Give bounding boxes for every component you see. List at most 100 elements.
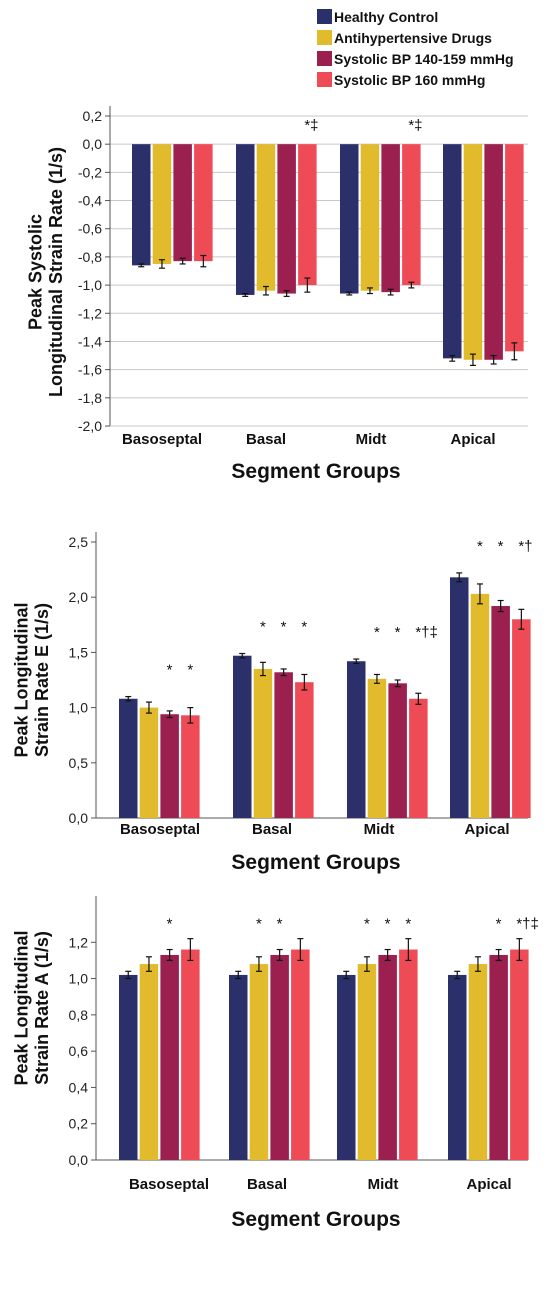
bar-2-2-3	[399, 949, 418, 1160]
bar-0-1-3	[298, 144, 317, 286]
significance-1-9: *	[498, 538, 504, 555]
y-tick-label-0: 0,0	[69, 810, 89, 826]
significance-0-0: *‡	[304, 117, 318, 134]
bar-1-3-0	[450, 577, 469, 818]
error-bar-1-0-2	[166, 710, 173, 719]
bar-0-0-0	[132, 144, 151, 266]
significance-2-6: *	[496, 916, 502, 933]
error-bar-0-2-2	[387, 288, 394, 296]
bar-0-3-1	[463, 144, 483, 360]
error-bar-1-3-0	[456, 572, 463, 583]
significance-1-0: *	[167, 662, 173, 679]
y-tick-label-2: 1,0	[69, 700, 89, 716]
error-bar-2-0-3	[187, 938, 194, 962]
y-tick-label-6: 1,2	[69, 934, 89, 950]
bar-1-3-2	[491, 606, 510, 818]
category-label-1: Basal	[247, 1176, 287, 1193]
y-tick-label-9: -1,6	[78, 362, 102, 378]
error-bar-0-0-2	[179, 257, 186, 265]
significance-1-8: *	[477, 538, 483, 555]
legend-label-2: Systolic BP 140-159 mmHg	[334, 51, 514, 67]
error-bar-2-0-0	[125, 970, 132, 980]
legend: Healthy Control Antihypertensive Drugs Sys…	[317, 9, 514, 88]
y-tick-label-3: 0,6	[69, 1043, 89, 1059]
error-bar-1-2-0	[353, 658, 360, 665]
bar-1-2-2	[388, 683, 407, 818]
bar-0-0-3	[194, 144, 213, 262]
y-tick-label-7: -1,2	[78, 305, 102, 321]
y-axis-title: Peak LongitudinalStrain Rate E (1/s)	[11, 602, 52, 757]
y-axis-title-line-0: Peak Systolic	[25, 214, 45, 330]
error-bar-1-3-3	[518, 608, 525, 630]
bar-2-2-0	[337, 974, 356, 1160]
category-label-1: Basal	[252, 821, 292, 838]
bar-2-0-0	[119, 974, 138, 1160]
error-bar-0-2-3	[408, 281, 415, 289]
y-tick-label-4: -0,6	[78, 221, 102, 237]
legend-swatch-0	[317, 9, 332, 24]
significance-2-4: *	[385, 916, 391, 933]
y-axis-title-line-0: Peak Longitudinal	[11, 602, 31, 757]
x-axis-title: Segment Groups	[231, 851, 400, 874]
significance-2-0: *	[167, 916, 173, 933]
error-bar-1-2-1	[373, 673, 380, 684]
error-bar-1-2-3	[415, 692, 422, 705]
error-bar-2-2-1	[363, 956, 370, 972]
error-bar-0-1-2	[283, 290, 290, 297]
error-bar-1-0-3	[187, 706, 194, 724]
y-tick-label-6: -1,0	[78, 277, 102, 293]
bar-1-0-0	[119, 698, 138, 818]
bar-0-3-3	[505, 144, 524, 352]
bar-1-0-2	[160, 714, 179, 818]
chart-peak-systolic-strain-rate: 0,2 0,0 -0,2 -0,4 -0,6 -0,8 -1,0 -1,2 -1,4 -1,6 -1…	[25, 106, 528, 483]
significance-0-1: *‡	[408, 117, 422, 134]
error-bar-2-3-0	[454, 970, 461, 980]
error-bar-1-3-1	[476, 583, 483, 605]
legend-label-1: Antihypertensive Drugs	[334, 30, 492, 46]
legend-label-3: Systolic BP 160 mmHg	[334, 72, 485, 88]
y-tick-label-4: 2,0	[69, 589, 89, 605]
bar-2-1-2	[270, 954, 289, 1160]
bar-2-0-2	[160, 954, 179, 1160]
category-label-2: Midt	[356, 431, 387, 448]
error-bar-2-1-0	[235, 970, 242, 980]
category-label-0: Basoseptal	[122, 431, 202, 448]
bar-0-2-2	[381, 144, 400, 293]
bar-1-1-1	[253, 668, 273, 818]
error-bar-1-0-1	[145, 701, 152, 714]
y-tick-label-4: 0,8	[69, 1007, 89, 1023]
significance-1-4: *	[301, 619, 307, 636]
error-bar-2-3-3	[516, 938, 523, 962]
bar-1-0-3	[181, 715, 200, 818]
category-label-2: Midt	[364, 821, 395, 838]
bar-0-0-2	[173, 144, 192, 262]
bar-0-0-1	[152, 144, 172, 264]
error-bar-2-0-1	[145, 956, 152, 972]
error-bar-2-2-3	[405, 938, 412, 962]
x-axis-title: Segment Groups	[231, 460, 400, 483]
y-tick-label-11: -2,0	[78, 418, 102, 434]
chart-peak-strain-rate-a: 0,0 0,2 0,4 0,6 0,8 1,0 1,2 * * * * * * * *†‡ Basosepta…	[11, 896, 539, 1231]
bar-2-3-0	[448, 974, 467, 1160]
bar-0-1-0	[236, 144, 255, 295]
y-axis-title: Peak LongitudinalStrain Rate A (1/s)	[11, 930, 52, 1085]
y-axis-title-line-0: Peak Longitudinal	[11, 930, 31, 1085]
y-tick-label-1: 0,2	[69, 1116, 89, 1132]
bar-2-3-2	[489, 954, 508, 1160]
error-bar-0-3-1	[469, 353, 476, 367]
error-bar-0-2-1	[366, 287, 373, 295]
y-tick-label-2: 0,4	[69, 1079, 89, 1095]
significance-2-3: *	[364, 916, 370, 933]
error-bar-0-3-3	[511, 342, 518, 361]
bar-1-1-0	[233, 655, 252, 818]
bar-1-2-1	[367, 678, 387, 818]
bar-2-0-3	[181, 949, 200, 1160]
category-label-1: Basal	[246, 431, 286, 448]
category-label-0: Basoseptal	[120, 821, 200, 838]
significance-1-6: *	[395, 624, 401, 641]
bar-1-1-3	[295, 682, 314, 818]
significance-2-1: *	[256, 916, 262, 933]
bar-2-3-1	[468, 964, 488, 1160]
y-axis-title-line-1: Strain Rate A (1/s)	[32, 931, 52, 1085]
legend-swatch-1	[317, 30, 332, 45]
